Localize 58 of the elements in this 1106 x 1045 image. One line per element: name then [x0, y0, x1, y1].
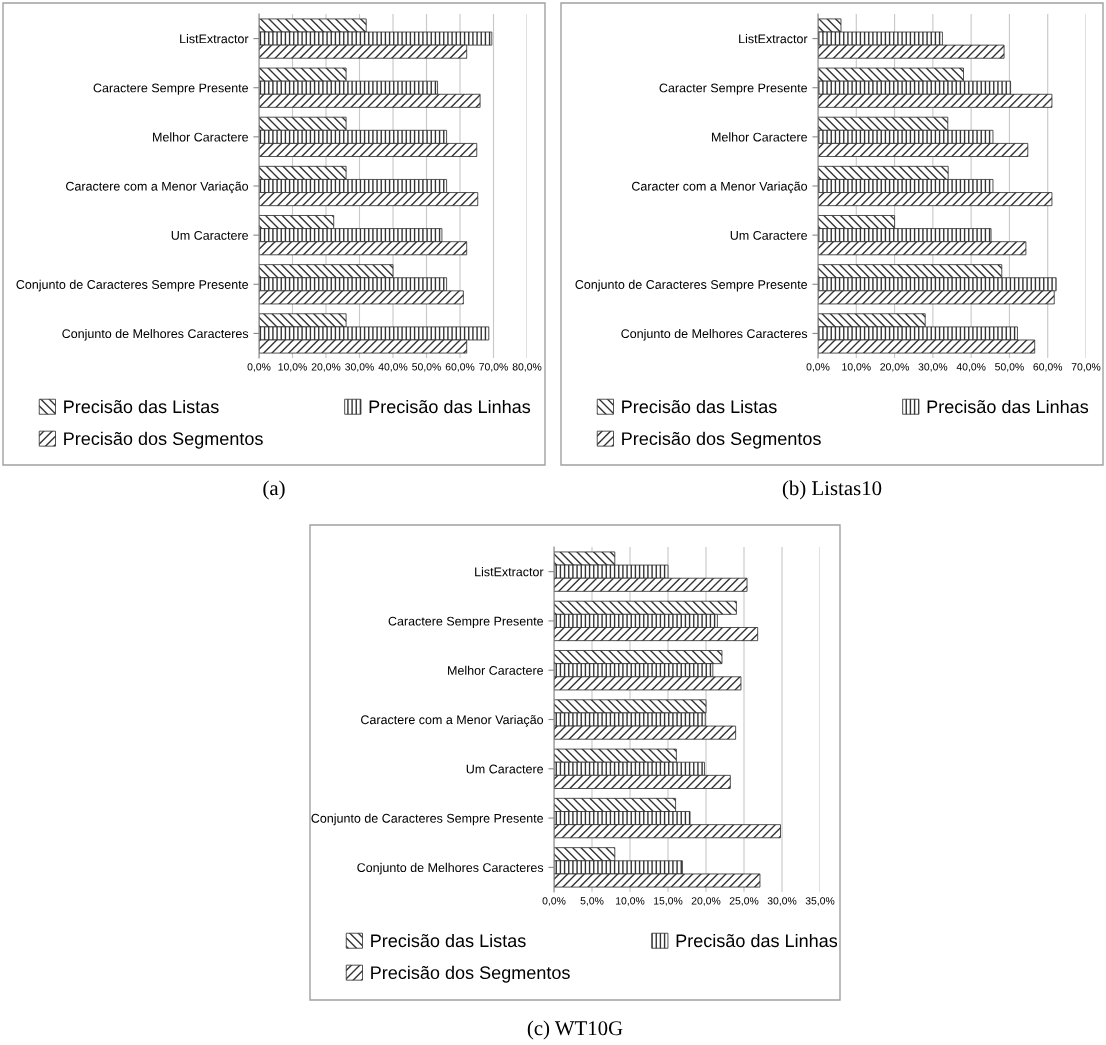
x-tick-label: 80,0% [512, 363, 542, 372]
x-tick-label: 0,0% [542, 897, 566, 906]
legend-label: Precisão das Linhas [927, 399, 1089, 414]
y-tick-label: ListExtractor [475, 567, 544, 577]
legend-label: Precisão das Listas [64, 399, 219, 414]
y-tick-label: Caracter com a Menor Variação [632, 181, 808, 194]
y-tick-label: Conjunto de Melhores Caracteres [621, 328, 808, 341]
y-tick-label: Conjunto de Caracteres Sempre Presente [16, 279, 249, 292]
x-tick-label: 60,0% [445, 363, 475, 372]
x-tick-label: 20,0% [691, 897, 721, 906]
y-tick-label: Caractere Sempre Presente [388, 616, 544, 629]
legend-label: Precisão das Linhas [676, 933, 838, 948]
x-tick-label: 10,0% [616, 897, 645, 906]
x-tick-label: 10,0% [278, 363, 307, 372]
x-tick-label: 20,0% [880, 363, 909, 372]
x-tick-label: 10,0% [842, 363, 871, 372]
x-tick-label: 70,0% [1071, 363, 1101, 372]
x-tick-label: 35,0% [805, 897, 835, 906]
y-tick-label: ListExtractor [739, 34, 808, 44]
legend-label: Precisão das Listas [371, 933, 526, 948]
x-tick-label: 30,0% [918, 363, 948, 372]
y-tick-label: Caractere com a Menor Variação [361, 714, 544, 727]
legend-label: Precisão dos Segmentos [622, 431, 821, 449]
x-tick-label: 0,0% [806, 363, 830, 372]
x-tick-label: 30,0% [345, 363, 374, 372]
y-tick-label: Melhor Caractere [712, 132, 808, 142]
y-tick-label: Caracter Sempre Presente [659, 83, 808, 95]
x-tick-label: 25,0% [729, 897, 759, 906]
y-tick-label: Um Caractere [466, 764, 544, 774]
x-tick-label: 5,0% [580, 897, 604, 906]
text: (c) WT10G [527, 1020, 623, 1040]
x-tick-label: 0,0% [247, 363, 271, 372]
legend-label: Precisão das Listas [622, 399, 777, 414]
x-tick-label: 60,0% [1033, 363, 1063, 372]
legend-label: Precisão das Linhas [369, 399, 531, 414]
y-tick-label: Caractere Sempre Presente [93, 83, 249, 95]
legend-label: Precisão dos Segmentos [371, 965, 570, 983]
x-tick-label: 40,0% [956, 363, 986, 372]
x-tick-label: 50,0% [412, 363, 441, 372]
x-tick-label: 50,0% [995, 363, 1024, 372]
x-tick-label: 70,0% [479, 363, 508, 372]
y-tick-label: Conjunto de Melhores Caracteres [62, 328, 249, 341]
x-tick-label: 15,0% [654, 897, 683, 906]
y-tick-label: Um Caractere [730, 230, 808, 240]
y-tick-label: Melhor Caractere [153, 132, 249, 142]
y-tick-label: ListExtractor [180, 34, 249, 44]
y-tick-label: Caractere com a Menor Variação [66, 181, 249, 194]
y-tick-label: Conjunto de Caracteres Sempre Presente [311, 813, 544, 826]
y-tick-label: Conjunto de Caracteres Sempre Presente [575, 279, 808, 292]
y-tick-label: Conjunto de Melhores Caracteres [357, 862, 544, 875]
y-tick-label: Melhor Caractere [448, 665, 544, 675]
text: (b) Listas10 [782, 480, 882, 500]
y-tick-label: Um Caractere [171, 230, 249, 240]
x-tick-label: 40,0% [378, 363, 408, 372]
x-tick-label: 30,0% [767, 897, 797, 906]
legend-label: Precisão dos Segmentos [64, 431, 263, 449]
text: (a) [263, 480, 285, 500]
x-tick-label: 20,0% [311, 363, 341, 372]
